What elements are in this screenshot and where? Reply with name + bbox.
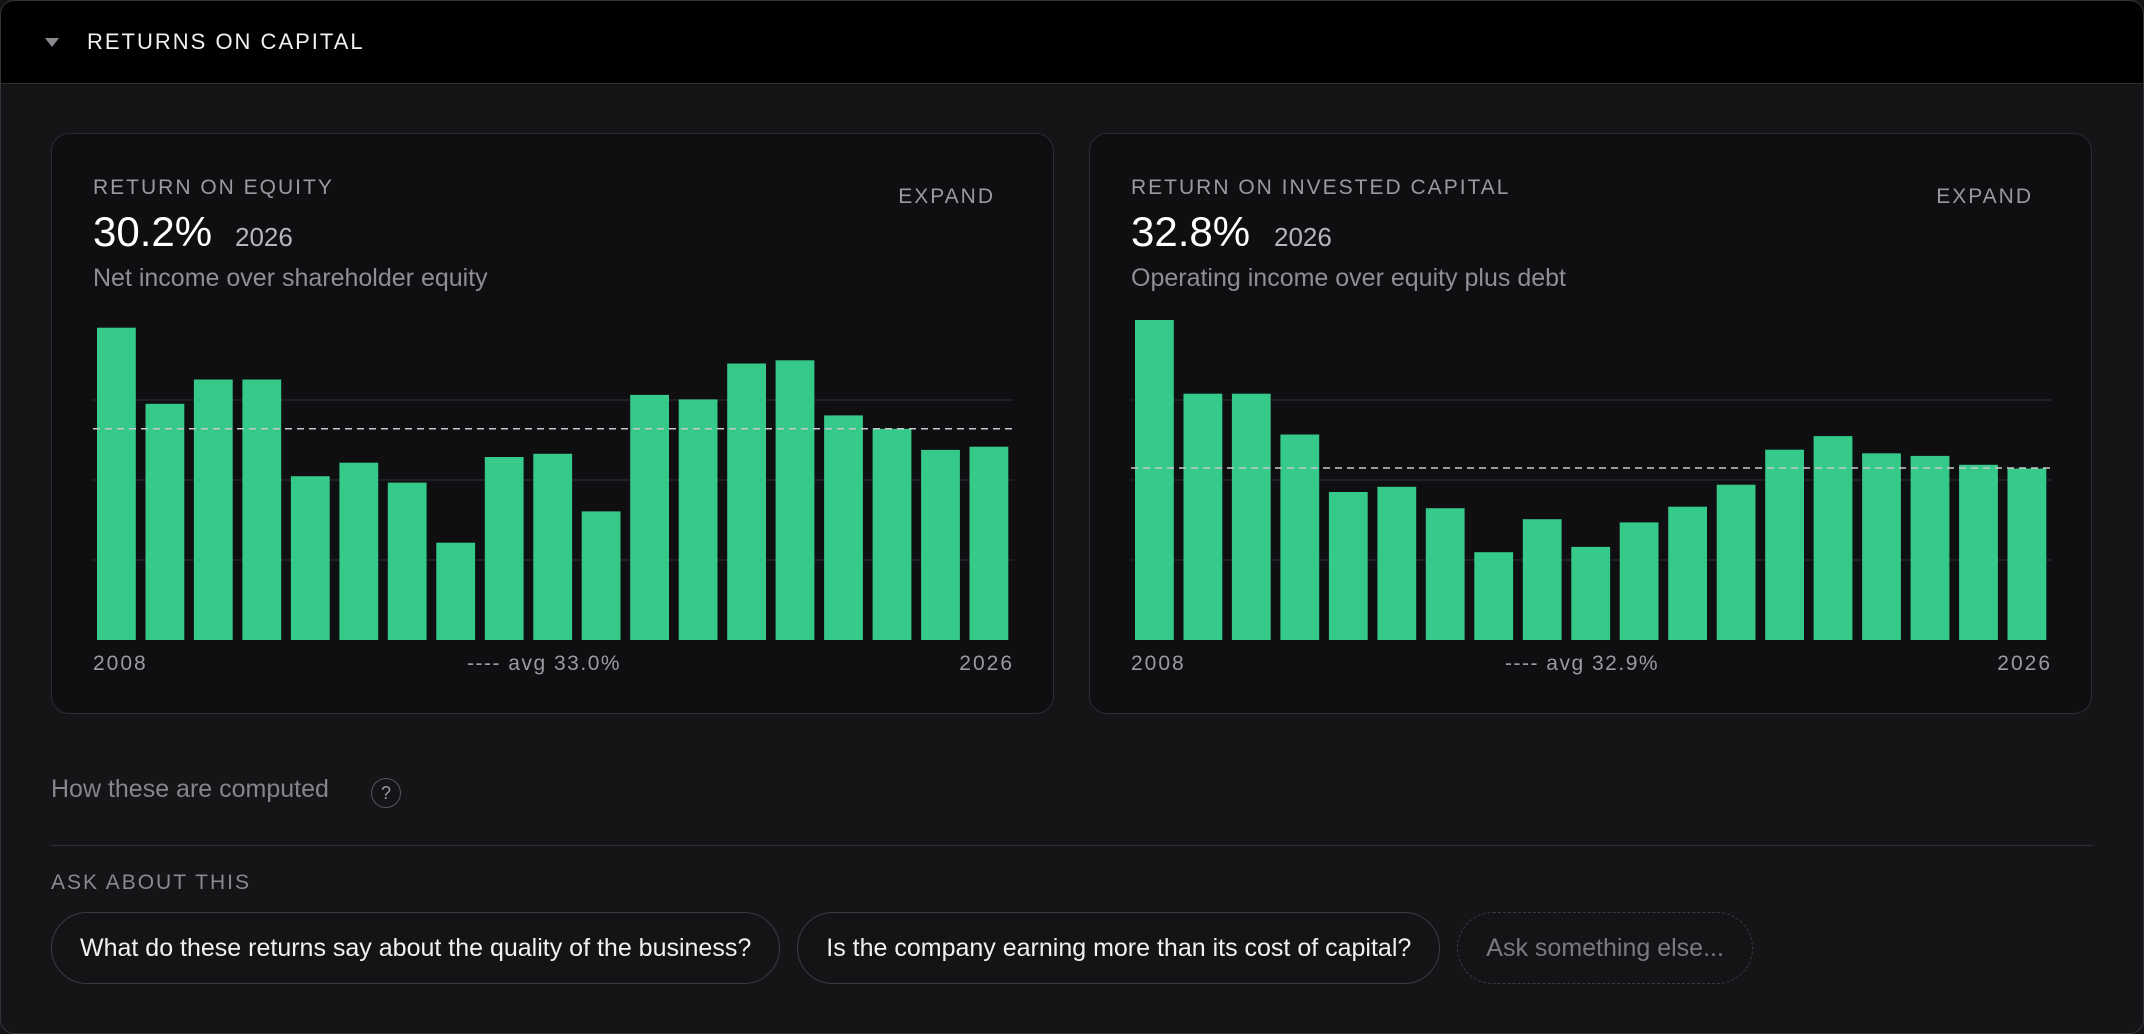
axis-end-label: 2026 (1997, 652, 2052, 675)
how-computed-link[interactable]: How these are computed (51, 775, 329, 803)
metric-value: 30.2% (93, 208, 213, 255)
suggestion-chips: What do these returns say about the qual… (51, 912, 1753, 984)
roic-card: RETURN ON INVESTED CAPITAL EXPAND 32.8% … (1089, 133, 2092, 714)
bar-2011[interactable] (242, 379, 282, 641)
card-label: RETURN ON EQUITY (93, 176, 334, 199)
bar-2025[interactable] (921, 449, 960, 640)
bar-2020[interactable] (678, 399, 718, 640)
bar-2012[interactable] (1328, 492, 1368, 640)
bar-2015[interactable] (436, 542, 476, 640)
bar-2011[interactable] (1280, 434, 1320, 641)
average-label: ---- avg 33.0% (467, 652, 622, 675)
roe-bar-chart (93, 327, 1014, 641)
metric-description: Net income over shareholder equity (93, 264, 488, 292)
bar-2010[interactable] (193, 379, 233, 641)
bar-2017[interactable] (1571, 546, 1611, 640)
roic-bar-chart (1131, 320, 2052, 641)
metric-year: 2026 (235, 222, 293, 252)
bar-2026[interactable] (2007, 468, 2047, 641)
help-icon[interactable]: ? (371, 778, 401, 808)
bar-2019[interactable] (1668, 506, 1707, 640)
bar-2018[interactable] (1619, 522, 1659, 640)
metric-value: 32.8% (1131, 208, 1251, 255)
bar-2018[interactable] (581, 511, 621, 640)
axis-start-label: 2008 (93, 652, 148, 675)
bar-2024[interactable] (1910, 455, 1950, 640)
bar-2013[interactable] (1377, 486, 1417, 640)
suggestion-chip-cost-of-capital[interactable]: Is the company earning more than its cos… (797, 912, 1441, 984)
bar-2009[interactable] (145, 403, 185, 640)
caret-down-icon[interactable] (45, 38, 59, 47)
bar-2022[interactable] (1813, 436, 1853, 640)
bar-2020[interactable] (1716, 484, 1756, 640)
bar-2024[interactable] (872, 428, 912, 640)
metric-year: 2026 (1274, 222, 1332, 252)
ask-title: ASK ABOUT THIS (51, 871, 251, 894)
bar-2013[interactable] (339, 462, 379, 640)
bar-2016[interactable] (484, 457, 524, 640)
bar-2023[interactable] (1862, 453, 1901, 640)
section-header[interactable]: RETURNS ON CAPITAL (1, 1, 2143, 84)
axis-start-label: 2008 (1131, 652, 1186, 675)
bar-2019[interactable] (630, 394, 669, 640)
roe-card: RETURN ON EQUITY EXPAND 30.2% 2026 Net i… (51, 133, 1054, 714)
bar-2012[interactable] (290, 476, 330, 640)
bar-2016[interactable] (1522, 519, 1562, 640)
bar-2025[interactable] (1959, 464, 1998, 640)
bar-2023[interactable] (824, 415, 863, 640)
bar-2026[interactable] (969, 446, 1009, 640)
bar-2021[interactable] (1765, 449, 1804, 640)
bar-2014[interactable] (1425, 508, 1465, 640)
card-label: RETURN ON INVESTED CAPITAL (1131, 176, 1511, 199)
bar-2008[interactable] (97, 327, 136, 640)
bar-2022[interactable] (775, 360, 815, 640)
ask-something-else-button[interactable]: Ask something else... (1457, 912, 1753, 984)
bar-2009[interactable] (1183, 393, 1223, 640)
expand-button[interactable]: EXPAND (1936, 185, 2033, 208)
axis-end-label: 2026 (959, 652, 1014, 675)
suggestion-chip-quality[interactable]: What do these returns say about the qual… (51, 912, 781, 984)
bar-2010[interactable] (1231, 393, 1271, 640)
bar-2021[interactable] (727, 363, 766, 641)
section-title: RETURNS ON CAPITAL (87, 29, 365, 54)
bar-2015[interactable] (1474, 552, 1514, 640)
metric-description: Operating income over equity plus debt (1131, 264, 1566, 292)
expand-button[interactable]: EXPAND (898, 185, 995, 208)
divider (51, 845, 2093, 846)
bar-2014[interactable] (387, 482, 427, 640)
bar-2017[interactable] (533, 453, 573, 640)
average-label: ---- avg 32.9% (1505, 652, 1660, 675)
bar-2008[interactable] (1135, 320, 1174, 640)
